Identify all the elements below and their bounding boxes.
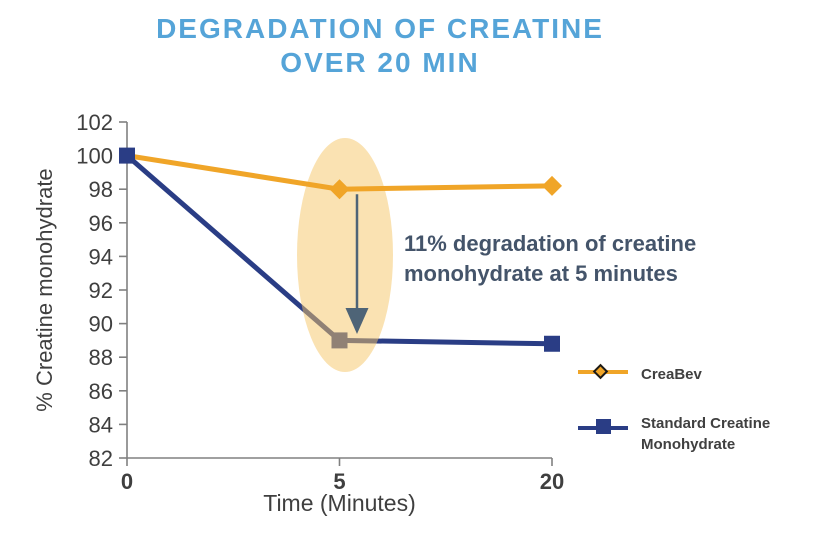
x-axis-title: Time (Minutes): [263, 490, 416, 516]
legend-marker-standard: [578, 419, 628, 436]
y-tick-label: 86: [89, 379, 113, 404]
legend-label-creabev: CreaBev: [641, 366, 702, 383]
arrow-down-icon: [345, 308, 369, 334]
x-tick-label: 5: [333, 469, 345, 494]
chart-title: DEGRADATION OF CREATINE OVER 20 MIN: [156, 13, 604, 78]
highlight-ellipse: [297, 138, 393, 372]
y-tick-label: 88: [89, 345, 113, 370]
standard-point-0min: [119, 147, 135, 164]
y-tick-label: 98: [89, 177, 113, 202]
y-tick-label: 82: [89, 446, 113, 471]
diamond-marker-icon: [592, 363, 609, 380]
legend-entry-standard-creatine: Standard Creatine Monohydrate: [578, 413, 806, 455]
y-tick-label: 94: [89, 244, 113, 269]
y-axis-title: % Creatine monohydrate: [32, 168, 57, 412]
degradation-annotation: 11% degradation of creatine monohydrate …: [404, 231, 697, 286]
legend-label-standard-creatine: Standard Creatine Monohydrate: [641, 415, 771, 453]
legend-entry-creabev: CreaBev: [578, 363, 702, 385]
standard-point-20min: [544, 335, 560, 352]
legend-marker-creabev: [578, 363, 628, 380]
x-tick-label: 20: [540, 469, 564, 494]
y-tick-label: 92: [89, 278, 113, 303]
square-marker-icon: [596, 419, 611, 434]
y-tick-label: 90: [89, 312, 113, 337]
x-tick-label: 0: [121, 469, 133, 494]
creabev-point-20min: [542, 175, 562, 196]
y-tick-label: 84: [89, 412, 113, 437]
creabev-point-5min: [329, 179, 350, 200]
y-tick-label: 96: [89, 211, 113, 236]
y-tick-label: 100: [76, 144, 113, 169]
y-tick-label: 102: [76, 110, 113, 135]
